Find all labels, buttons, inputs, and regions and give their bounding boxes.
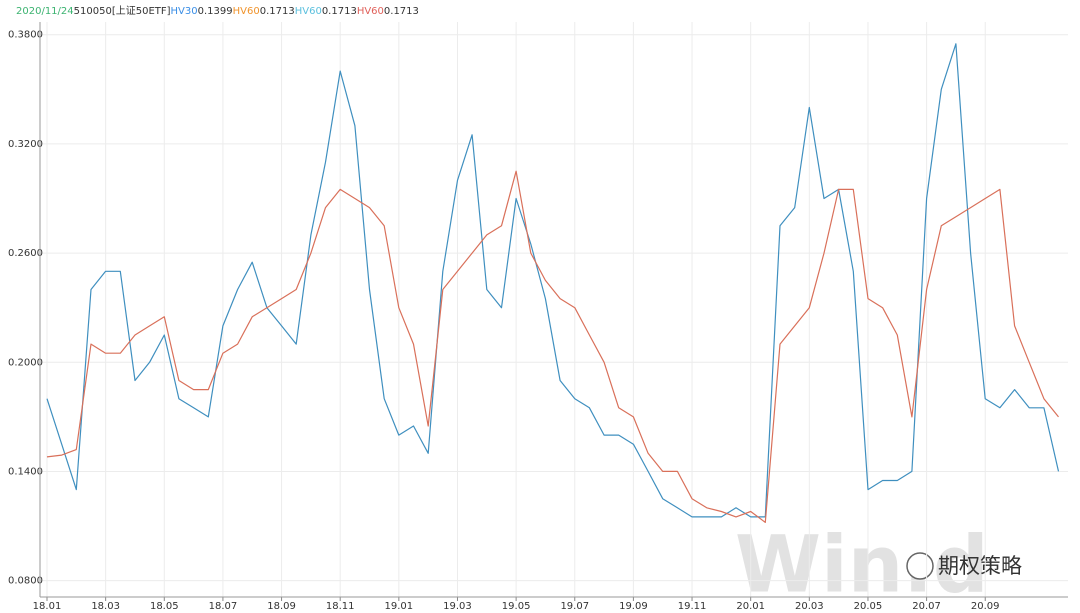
x-tick-label: 20.07 <box>912 601 941 612</box>
x-tick-label: 20.03 <box>795 601 824 612</box>
y-tick-label: 0.3800 <box>8 30 43 41</box>
x-tick-label: 19.01 <box>385 601 414 612</box>
x-tick-label: 19.03 <box>443 601 472 612</box>
watermark: Win.d <box>735 520 989 610</box>
x-tick-label: 18.03 <box>91 601 120 612</box>
y-tick-label: 0.2600 <box>8 248 43 259</box>
x-tick-label: 18.11 <box>326 601 355 612</box>
series-line <box>46 170 1059 523</box>
header-date: 2020/11/24 <box>16 6 74 17</box>
x-tick-label: 18.07 <box>209 601 238 612</box>
y-tick-label: 0.3200 <box>8 139 43 150</box>
readout-value: 0.1713 <box>384 6 419 17</box>
x-tick-label: 20.01 <box>736 601 765 612</box>
badge-icon <box>906 552 934 580</box>
x-tick-label: 18.05 <box>150 601 179 612</box>
x-tick-label: 19.09 <box>619 601 648 612</box>
readout-name: HV30 <box>171 6 198 17</box>
readout-name: HV60 <box>295 6 322 17</box>
x-tick-label: 20.09 <box>971 601 1000 612</box>
x-tick-label: 19.07 <box>560 601 589 612</box>
header: 2020/11/24510050[上证50ETF]HV300.1399HV600… <box>16 5 419 17</box>
header-security: 510050[上证50ETF] <box>74 5 171 17</box>
badge: 期权策略 <box>938 554 1022 578</box>
readout-value: 0.1399 <box>198 6 233 17</box>
readout-name: HV60 <box>357 6 384 17</box>
x-tick-label: 18.09 <box>267 601 296 612</box>
readout-name: HV60 <box>233 6 260 17</box>
y-tick-label: 0.0800 <box>8 576 43 587</box>
readout-value: 0.1713 <box>322 6 357 17</box>
x-tick-label: 20.05 <box>854 601 883 612</box>
x-tick-label: 18.01 <box>33 601 62 612</box>
readout-value: 0.1713 <box>260 6 295 17</box>
y-tick-label: 0.2000 <box>8 357 43 368</box>
x-tick-label: 19.05 <box>502 601 531 612</box>
x-tick-label: 19.11 <box>678 601 707 612</box>
y-tick-label: 0.1400 <box>8 466 43 477</box>
